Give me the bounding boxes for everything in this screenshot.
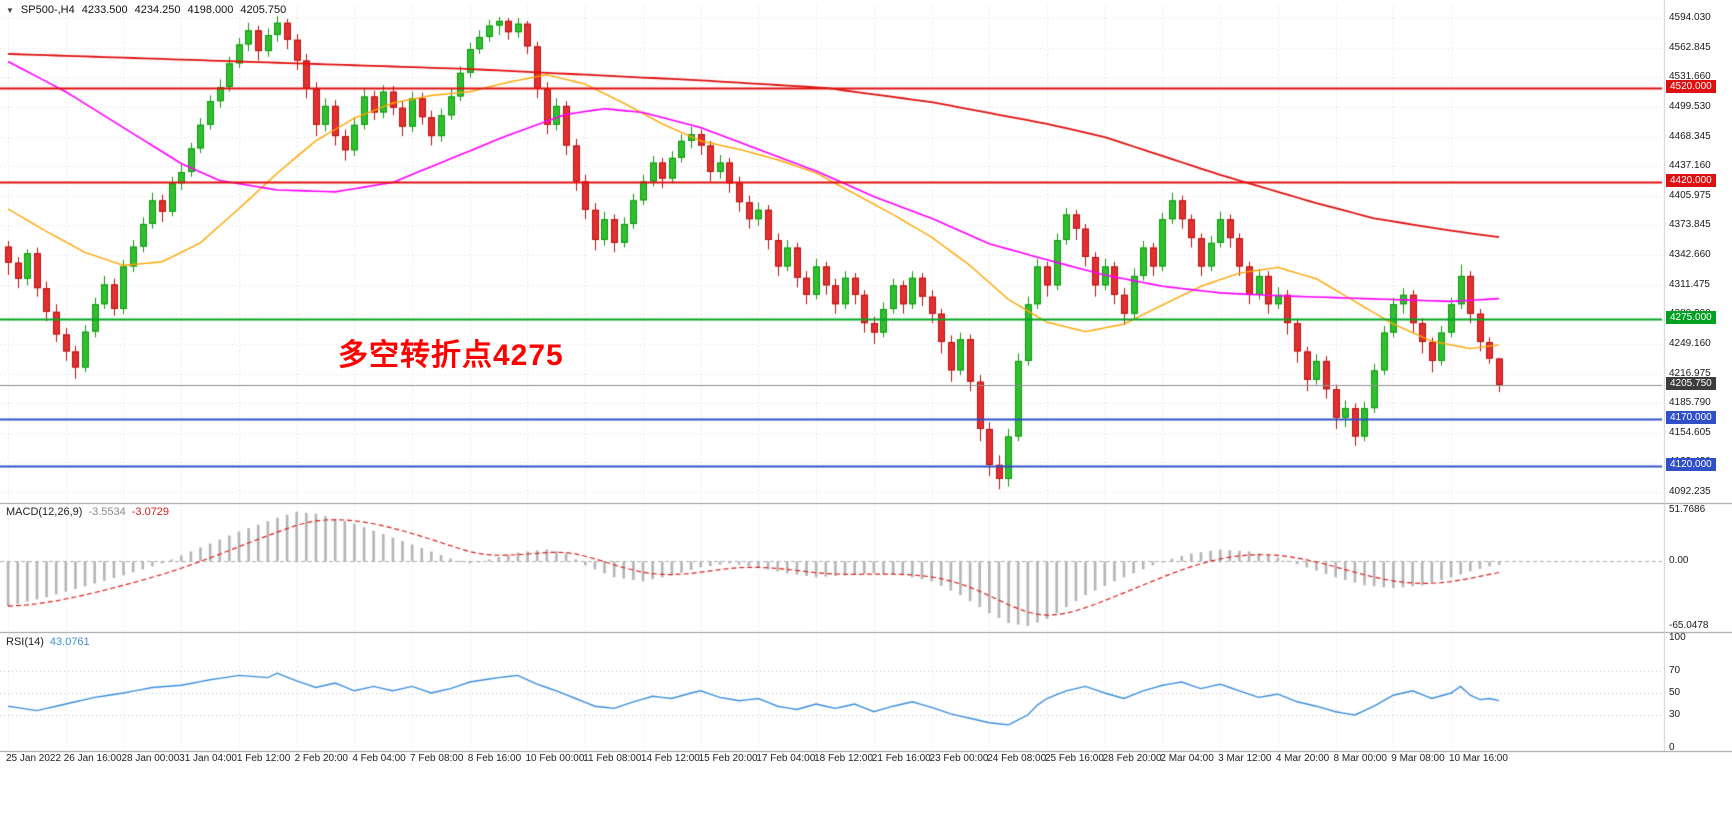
mt4-chart-window: ▼ SP500-,H4 4233.500 4234.250 4198.000 4205.7… — [0, 0, 1732, 838]
chart-canvas[interactable] — [0, 0, 1732, 838]
